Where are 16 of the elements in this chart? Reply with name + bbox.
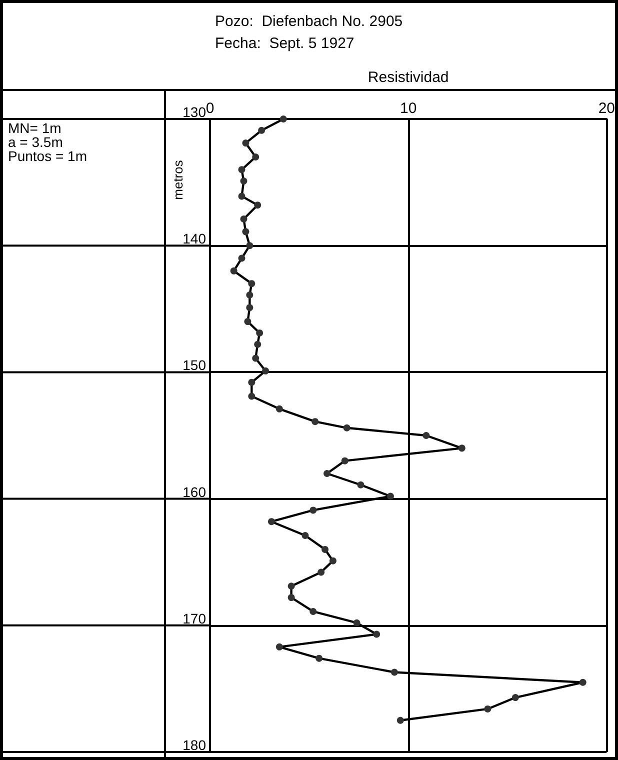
text: a = 3.5m (8, 134, 63, 150)
y-tick-label: 140 (182, 230, 206, 247)
text: Puntos = 1m (8, 148, 87, 164)
y-tick-label: 180 (182, 737, 206, 753)
x-tick-label: 20 (598, 100, 615, 117)
y-tick-label: 170 (182, 610, 206, 626)
text: MN= 1m (8, 120, 62, 136)
y-tick-label: 130 (182, 104, 206, 120)
x-tick-label: 0 (206, 100, 214, 117)
y-tick-label: 150 (182, 357, 206, 374)
x-axis-title: Resistividad (368, 69, 449, 86)
x-tick-label: 10 (400, 100, 417, 117)
chart-subtitle: Fecha: Sept. 5 1927 (215, 35, 354, 52)
y-axis-title: metros (170, 160, 186, 200)
chart-title: Pozo: Diefenbach No. 2905 (215, 13, 403, 30)
y-tick-label: 160 (182, 484, 206, 500)
